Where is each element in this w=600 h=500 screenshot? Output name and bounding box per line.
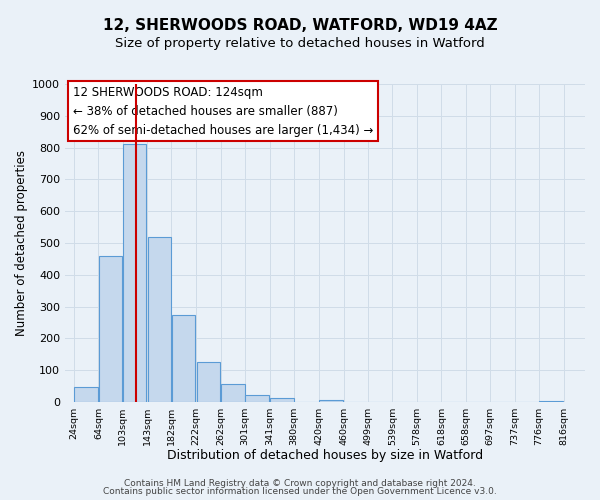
Text: Contains public sector information licensed under the Open Government Licence v3: Contains public sector information licen… <box>103 488 497 496</box>
Bar <box>319 400 343 402</box>
Bar <box>123 144 146 402</box>
Bar <box>99 256 122 402</box>
Bar <box>245 395 269 402</box>
Bar <box>172 314 196 402</box>
Bar <box>148 236 171 402</box>
Text: Contains HM Land Registry data © Crown copyright and database right 2024.: Contains HM Land Registry data © Crown c… <box>124 478 476 488</box>
X-axis label: Distribution of detached houses by size in Watford: Distribution of detached houses by size … <box>167 450 483 462</box>
Text: 12, SHERWOODS ROAD, WATFORD, WD19 4AZ: 12, SHERWOODS ROAD, WATFORD, WD19 4AZ <box>103 18 497 32</box>
Bar <box>197 362 220 402</box>
Bar <box>74 387 98 402</box>
Bar <box>539 400 563 402</box>
Y-axis label: Number of detached properties: Number of detached properties <box>15 150 28 336</box>
Bar <box>221 384 245 402</box>
Text: Size of property relative to detached houses in Watford: Size of property relative to detached ho… <box>115 38 485 51</box>
Text: 12 SHERWOODS ROAD: 124sqm
← 38% of detached houses are smaller (887)
62% of semi: 12 SHERWOODS ROAD: 124sqm ← 38% of detac… <box>73 86 373 136</box>
Bar <box>270 398 294 402</box>
